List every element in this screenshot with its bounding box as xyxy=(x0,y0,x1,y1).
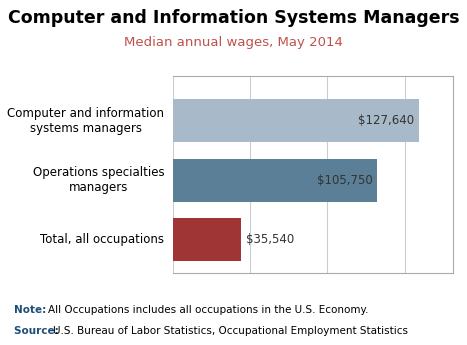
Text: Note:: Note: xyxy=(14,305,50,315)
Text: $105,750: $105,750 xyxy=(317,174,372,187)
Text: $127,640: $127,640 xyxy=(359,114,415,127)
Text: U.S. Bureau of Labor Statistics, Occupational Employment Statistics: U.S. Bureau of Labor Statistics, Occupat… xyxy=(53,326,408,336)
Text: Source:: Source: xyxy=(14,326,63,336)
Text: Computer and Information Systems Managers: Computer and Information Systems Manager… xyxy=(7,9,460,27)
Text: All Occupations includes all occupations in the U.S. Economy.: All Occupations includes all occupations… xyxy=(48,305,368,315)
Text: Median annual wages, May 2014: Median annual wages, May 2014 xyxy=(124,36,343,49)
Text: $35,540: $35,540 xyxy=(246,233,295,246)
Bar xyxy=(173,159,377,201)
Bar xyxy=(173,99,419,142)
Bar xyxy=(173,218,241,261)
